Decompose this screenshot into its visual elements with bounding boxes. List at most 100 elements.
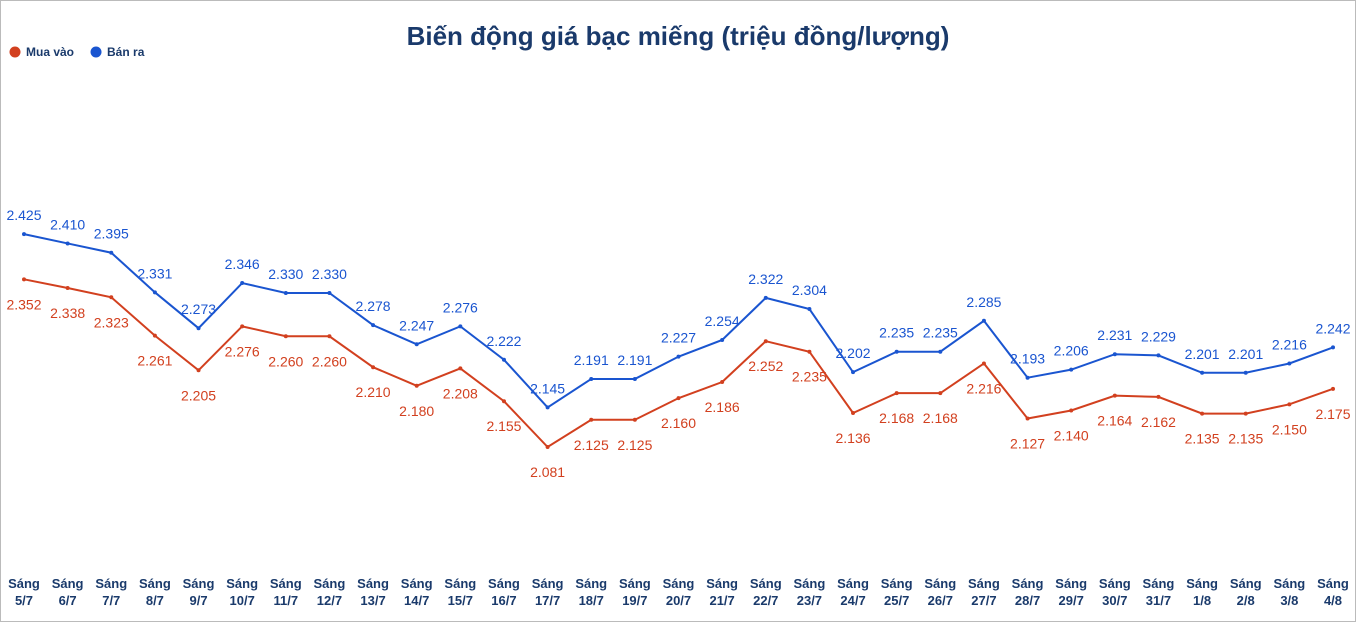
data-label: 2.186 xyxy=(705,399,740,415)
data-label: 2.222 xyxy=(486,333,521,349)
x-tick-label: Sáng 12/7 xyxy=(313,576,346,608)
data-label: 2.247 xyxy=(399,317,434,333)
data-label: 2.216 xyxy=(966,380,1001,396)
data-label: 2.155 xyxy=(486,418,521,434)
data-label: 2.261 xyxy=(137,353,172,369)
data-point xyxy=(632,417,637,422)
data-point xyxy=(196,368,201,373)
data-point xyxy=(22,277,26,282)
x-tick-label: Sáng 18/7 xyxy=(575,576,608,608)
data-label: 2.201 xyxy=(1185,346,1220,362)
x-tick-label: Sáng 11/7 xyxy=(269,576,302,608)
legend-marker xyxy=(90,46,102,58)
data-point xyxy=(1025,375,1030,380)
data-label: 2.150 xyxy=(1272,421,1307,437)
x-tick-label: Sáng 24/7 xyxy=(837,576,869,608)
data-label: 2.254 xyxy=(705,313,740,329)
data-point xyxy=(720,337,725,342)
data-point xyxy=(1112,393,1117,398)
x-tick-label: Sáng 9/7 xyxy=(182,576,215,608)
data-label: 2.125 xyxy=(574,437,609,453)
data-label: 2.193 xyxy=(1010,351,1045,367)
data-point xyxy=(283,334,288,339)
x-tick-label: Sáng 16/7 xyxy=(488,576,520,608)
x-tick-label: Sáng 26/7 xyxy=(924,576,957,608)
data-point xyxy=(589,376,594,381)
data-point xyxy=(894,391,899,396)
data-label: 2.235 xyxy=(923,325,958,341)
data-label: 2.125 xyxy=(617,437,652,453)
chart-title: Biến động giá bạc miếng (triệu đồng/lượn… xyxy=(407,21,950,51)
x-tick-label: Sáng 30/7 xyxy=(1098,576,1131,608)
x-tick-label: Sáng 6/7 xyxy=(51,576,84,608)
data-point xyxy=(501,399,506,404)
x-tick-label: Sáng 31/7 xyxy=(1142,576,1175,608)
data-point xyxy=(283,290,288,295)
x-tick-label: Sáng 3/8 xyxy=(1273,576,1306,608)
data-point xyxy=(371,365,376,370)
data-label: 2.352 xyxy=(6,296,41,312)
data-point xyxy=(1243,411,1248,416)
data-point xyxy=(1112,352,1117,357)
x-tick-label: Sáng 5/7 xyxy=(8,576,40,608)
data-point xyxy=(1156,394,1161,399)
data-label: 2.425 xyxy=(6,207,41,223)
data-point xyxy=(240,324,245,329)
data-point xyxy=(458,324,463,329)
data-point xyxy=(65,241,70,246)
data-label: 2.162 xyxy=(1141,414,1176,430)
data-point xyxy=(371,323,376,328)
data-point xyxy=(22,232,26,237)
data-label: 2.210 xyxy=(356,384,391,400)
data-label: 2.229 xyxy=(1141,328,1176,344)
data-point xyxy=(807,307,812,312)
legend-label: Mua vào xyxy=(26,45,74,59)
data-point xyxy=(894,349,899,354)
data-label: 2.164 xyxy=(1097,413,1132,429)
data-label: 2.201 xyxy=(1228,346,1263,362)
data-label: 2.140 xyxy=(1054,428,1089,444)
data-point xyxy=(414,342,419,347)
x-tick-label: Sáng 19/7 xyxy=(618,576,651,608)
data-point xyxy=(807,349,812,354)
data-label: 2.208 xyxy=(443,385,478,401)
legend-marker xyxy=(9,46,21,58)
data-label: 2.276 xyxy=(225,343,260,359)
data-label: 2.322 xyxy=(748,271,783,287)
data-point xyxy=(545,405,550,410)
data-label: 2.127 xyxy=(1010,436,1045,452)
x-tick-label: Sáng 20/7 xyxy=(662,576,695,608)
x-tick-label: Sáng 28/7 xyxy=(1011,576,1044,608)
data-label: 2.081 xyxy=(530,464,565,480)
data-point xyxy=(1243,370,1248,375)
data-label: 2.168 xyxy=(879,410,914,426)
data-label: 2.273 xyxy=(181,301,216,317)
data-label: 2.168 xyxy=(923,410,958,426)
data-label: 2.191 xyxy=(574,352,609,368)
data-label: 2.175 xyxy=(1315,406,1350,422)
data-label: 2.206 xyxy=(1054,343,1089,359)
x-tick-label: Sáng 1/8 xyxy=(1186,576,1218,608)
data-point xyxy=(1156,353,1161,358)
x-tick-label: Sáng 7/7 xyxy=(95,576,128,608)
data-point xyxy=(1200,370,1205,375)
data-point xyxy=(458,366,463,371)
data-point xyxy=(676,354,681,359)
data-label: 2.260 xyxy=(268,353,303,369)
data-point xyxy=(196,326,201,331)
data-point xyxy=(152,333,157,338)
x-tick-label: Sáng 22/7 xyxy=(749,576,782,608)
data-point xyxy=(1069,367,1074,372)
data-point xyxy=(1025,416,1030,421)
data-point xyxy=(1200,411,1205,416)
x-tick-label: Sáng 17/7 xyxy=(531,576,564,608)
data-point xyxy=(109,250,114,255)
data-point xyxy=(152,290,157,295)
data-label: 2.323 xyxy=(94,314,129,330)
data-label: 2.252 xyxy=(748,358,783,374)
data-label: 2.410 xyxy=(50,216,85,232)
series-line xyxy=(23,233,1334,409)
data-point xyxy=(632,376,637,381)
data-point xyxy=(589,417,594,422)
